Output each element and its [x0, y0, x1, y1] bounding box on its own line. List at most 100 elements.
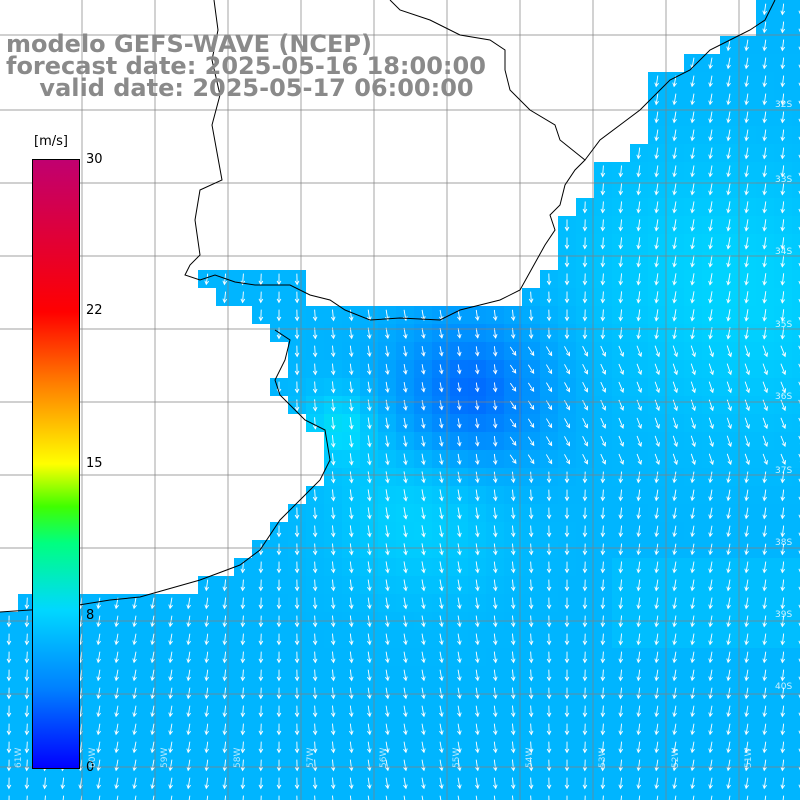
- wind-arrow: [780, 129, 786, 142]
- wind-arrow: [348, 381, 354, 394]
- wind-arrow: [348, 777, 354, 790]
- wind-arrow: [618, 759, 624, 772]
- wind-arrow: [564, 507, 570, 520]
- wind-arrow: [493, 795, 496, 800]
- wind-arrow: [348, 471, 354, 484]
- wind-arrow: [762, 75, 767, 88]
- wind-arrow: [457, 471, 462, 484]
- wind-arrow: [294, 741, 300, 754]
- wind-arrow: [726, 777, 731, 790]
- wind-arrow: [654, 435, 660, 448]
- wind-arrow: [439, 579, 444, 592]
- latitude-label: 33S: [775, 175, 793, 185]
- wind-arrow: [672, 417, 678, 430]
- wind-arrow: [439, 669, 444, 682]
- wind-arrow: [636, 273, 641, 286]
- wind-arrow: [726, 273, 731, 286]
- wind-arrow: [134, 795, 137, 800]
- wind-arrow: [510, 651, 516, 664]
- wind-arrow: [492, 328, 498, 339]
- wind-cell: [792, 432, 800, 450]
- wind-arrow: [276, 741, 282, 754]
- wind-arrow: [654, 165, 659, 178]
- wind-arrow: [636, 363, 642, 376]
- wind-cell: [792, 72, 800, 90]
- wind-arrow: [385, 705, 390, 718]
- wind-arrow: [168, 597, 173, 610]
- wind-arrow: [672, 435, 678, 448]
- wind-arrow: [403, 579, 408, 592]
- wind-arrow: [564, 525, 570, 538]
- wind-arrow: [330, 417, 336, 430]
- wind-arrow: [312, 597, 318, 610]
- wind-arrow: [690, 561, 695, 574]
- wind-arrow: [276, 759, 282, 772]
- wind-arrow: [294, 381, 300, 394]
- wind-arrow: [762, 741, 767, 754]
- wind-arrow: [510, 309, 516, 322]
- wind-arrow: [439, 435, 444, 447]
- wind-arrow: [457, 489, 462, 502]
- wind-arrow: [780, 471, 786, 484]
- wind-arrow: [474, 436, 480, 447]
- wind-arrow: [618, 471, 624, 484]
- wind-arrow: [762, 147, 767, 160]
- wind-arrow: [276, 597, 282, 610]
- wind-arrow: [672, 597, 677, 610]
- wind-arrow: [708, 183, 713, 196]
- wind-arrow: [618, 705, 624, 718]
- wind-arrow: [240, 561, 246, 574]
- wind-arrow: [618, 543, 624, 556]
- wind-arrow: [654, 651, 659, 664]
- longitude-label: 51W: [744, 747, 754, 768]
- wind-cell: [792, 594, 800, 612]
- wind-arrow: [690, 363, 696, 376]
- wind-arrow: [546, 273, 552, 286]
- wind-arrow: [348, 687, 354, 700]
- wind-arrow: [762, 21, 767, 34]
- wind-arrow: [150, 687, 155, 700]
- wind-arrow: [330, 669, 336, 682]
- wind-arrow: [240, 759, 246, 772]
- wind-arrow: [457, 453, 462, 466]
- wind-arrow: [457, 669, 462, 682]
- wind-arrow: [708, 651, 713, 664]
- wind-arrow: [654, 669, 659, 682]
- wind-arrow: [690, 507, 695, 520]
- wind-arrow: [636, 201, 641, 214]
- wind-arrow: [690, 471, 695, 484]
- wind-arrow: [367, 561, 372, 574]
- wind-arrow: [654, 777, 659, 790]
- wind-arrow: [349, 435, 354, 448]
- wind-cell: [792, 450, 800, 468]
- wind-arrow: [744, 273, 749, 286]
- wind-arrow: [726, 129, 731, 142]
- wind-arrow: [348, 507, 354, 520]
- wind-cell: [792, 18, 800, 36]
- wind-arrow: [421, 687, 426, 700]
- wind-arrow: [672, 309, 677, 322]
- wind-arrow: [545, 454, 553, 465]
- wind-arrow: [672, 723, 677, 736]
- wind-arrow: [528, 777, 534, 790]
- wind-arrow: [636, 687, 642, 700]
- wind-arrow: [348, 741, 354, 754]
- wind-arrow: [708, 471, 713, 484]
- wind-arrow: [403, 705, 408, 718]
- wind-arrow: [762, 291, 767, 304]
- wind-arrow: [475, 741, 480, 754]
- wind-arrow: [528, 471, 534, 484]
- wind-arrow: [762, 705, 767, 718]
- wind-arrow: [367, 795, 370, 800]
- wind-arrow: [348, 489, 354, 502]
- wind-arrow: [240, 273, 246, 286]
- wind-arrow: [6, 651, 12, 664]
- wind-arrow: [457, 561, 462, 574]
- wind-arrow: [475, 651, 480, 664]
- wind-arrow: [367, 435, 372, 448]
- wind-arrow: [798, 172, 800, 177]
- wind-cell: [468, 792, 486, 800]
- wind-arrow: [708, 291, 713, 304]
- wind-arrow: [96, 759, 101, 772]
- wind-arrow: [582, 561, 588, 574]
